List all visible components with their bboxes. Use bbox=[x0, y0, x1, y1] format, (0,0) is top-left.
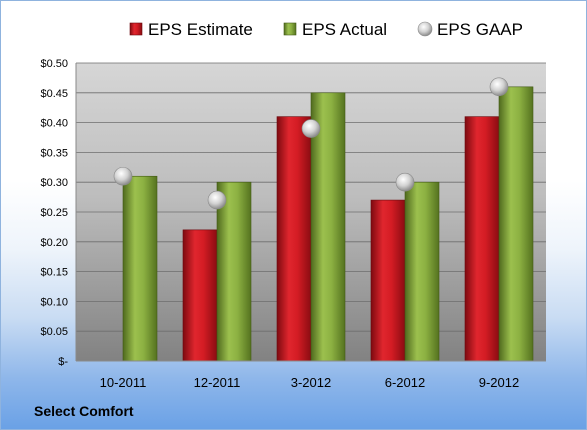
legend-label: EPS GAAP bbox=[437, 20, 523, 39]
eps-gaap-marker bbox=[113, 166, 133, 186]
x-tick-label: 6-2012 bbox=[385, 375, 425, 390]
x-tick-label: 9-2012 bbox=[479, 375, 519, 390]
eps-estimate-bar bbox=[276, 116, 312, 362]
eps-actual-bar bbox=[498, 86, 534, 362]
eps-estimate-bar bbox=[464, 116, 500, 362]
legend-label: EPS Estimate bbox=[148, 20, 253, 39]
legend-swatch bbox=[417, 21, 433, 37]
eps-gaap-marker bbox=[301, 119, 321, 138]
y-axis-ticks: $- $0.05 $0.10 $0.15 $0.20 $0.25 $0.30 $0.35 $0.… bbox=[40, 58, 68, 368]
y-tick-label: $0.50 bbox=[40, 58, 68, 70]
y-tick-label: $0.45 bbox=[40, 88, 68, 100]
legend-swatch bbox=[129, 22, 143, 36]
gaap-markers bbox=[113, 77, 509, 210]
bars bbox=[122, 86, 534, 362]
x-tick-label: 3-2012 bbox=[291, 375, 331, 390]
eps-actual-bar bbox=[404, 181, 440, 362]
eps-gaap-marker bbox=[395, 172, 415, 192]
y-tick-label: $0.15 bbox=[40, 267, 68, 279]
legend-swatch bbox=[283, 22, 297, 36]
eps-actual-bar bbox=[122, 175, 158, 362]
y-tick-label: $0.35 bbox=[40, 147, 68, 159]
eps-actual-bar bbox=[310, 92, 346, 362]
legend: EPS Estimate EPS Actual EPS GAAP bbox=[129, 20, 523, 39]
eps-gaap-marker bbox=[489, 77, 509, 97]
y-tick-label: $0.30 bbox=[40, 177, 68, 189]
y-tick-label: $0.05 bbox=[40, 326, 68, 338]
eps-gaap-marker bbox=[207, 190, 227, 210]
y-tick-label: $0.20 bbox=[40, 237, 68, 249]
eps-estimate-bar bbox=[370, 199, 406, 362]
eps-estimate-bar bbox=[182, 229, 218, 362]
y-tick-label: $0.10 bbox=[40, 296, 68, 308]
legend-label: EPS Actual bbox=[302, 20, 387, 39]
company-label: Select Comfort bbox=[34, 403, 134, 419]
eps-actual-bar bbox=[216, 181, 252, 362]
y-tick-label: $0.40 bbox=[40, 118, 68, 130]
x-axis-labels: 10-2011 12-2011 3-2012 6-2012 9-2012 bbox=[100, 375, 520, 390]
x-tick-label: 12-2011 bbox=[194, 375, 241, 390]
y-tick-label: $0.25 bbox=[40, 207, 68, 219]
x-tick-label: 10-2011 bbox=[100, 375, 147, 390]
y-tick-label: $- bbox=[58, 356, 68, 368]
